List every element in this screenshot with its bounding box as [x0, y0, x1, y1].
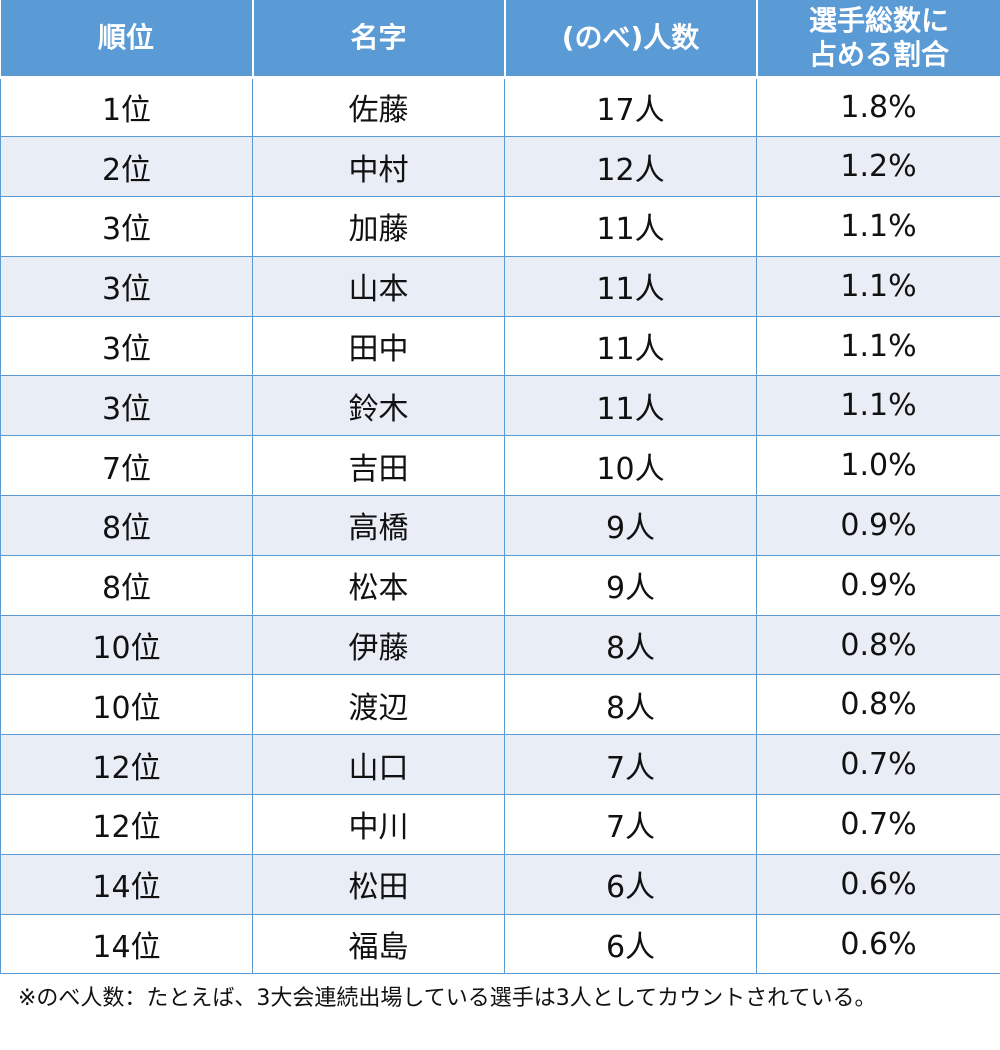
table-row: 2位 中村 12人 1.2% — [0, 136, 1000, 198]
surname-cell: 鈴木 — [252, 375, 505, 437]
share-cell: 1.2% — [756, 136, 1000, 198]
share-cell: 1.1% — [756, 255, 1000, 317]
rank-cell: 3位 — [0, 375, 253, 437]
rank-cell: 10位 — [0, 674, 253, 736]
share-cell: 0.8% — [756, 614, 1000, 676]
count-cell: 11人 — [504, 375, 757, 437]
share-cell: 1.8% — [756, 76, 1000, 138]
table-row: 10位 伊藤 8人 0.8% — [0, 614, 1000, 676]
table-row: 8位 高橋 9人 0.9% — [0, 495, 1000, 556]
table-row: 3位 田中 11人 1.1% — [0, 315, 1000, 377]
share-cell: 0.6% — [756, 913, 1000, 975]
table-row: 1位 佐藤 17人 1.8% — [0, 76, 1000, 138]
surname-cell: 中川 — [252, 794, 505, 855]
share-cell: 1.1% — [756, 375, 1000, 437]
count-cell: 12人 — [504, 136, 757, 198]
surname-cell: 吉田 — [252, 435, 505, 497]
table-row: 3位 加藤 11人 1.1% — [0, 196, 1000, 257]
surname-cell: 山本 — [252, 255, 505, 317]
share-cell: 0.7% — [756, 734, 1000, 796]
rank-cell: 8位 — [0, 554, 253, 616]
share-cell: 0.9% — [756, 495, 1000, 556]
header-surname: 名字 — [252, 0, 506, 79]
surname-cell: 佐藤 — [252, 76, 505, 138]
rank-cell: 3位 — [0, 255, 253, 317]
count-cell: 17人 — [504, 76, 757, 138]
header-share: 選手総数に 占める割合 — [756, 0, 1000, 79]
rank-cell: 12位 — [0, 734, 253, 796]
footnote: ※のべ人数：たとえば、3大会連続出場している選手は3人としてカウントされている。 — [18, 986, 877, 1011]
rank-cell: 3位 — [0, 196, 253, 257]
count-cell: 6人 — [504, 913, 757, 975]
rank-cell: 1位 — [0, 76, 253, 138]
count-cell: 11人 — [504, 196, 757, 257]
surname-cell: 山口 — [252, 734, 505, 796]
count-cell: 9人 — [504, 495, 757, 556]
rank-cell: 14位 — [0, 853, 253, 915]
count-cell: 11人 — [504, 315, 757, 377]
count-cell: 9人 — [504, 554, 757, 616]
rank-cell: 8位 — [0, 495, 253, 556]
rank-cell: 12位 — [0, 794, 253, 855]
count-cell: 11人 — [504, 255, 757, 317]
count-cell: 7人 — [504, 794, 757, 855]
share-cell: 0.8% — [756, 674, 1000, 736]
table-header: 順位 名字 (のべ)人数 選手総数に 占める割合 — [0, 0, 1000, 79]
share-cell: 0.7% — [756, 794, 1000, 855]
table-body: 1位 佐藤 17人 1.8% 2位 中村 12人 1.2% 3位 加藤 11人 … — [0, 76, 1000, 975]
count-cell: 10人 — [504, 435, 757, 497]
rank-cell: 7位 — [0, 435, 253, 497]
rank-cell: 3位 — [0, 315, 253, 377]
surname-ranking-table: 順位 名字 (のべ)人数 選手総数に 占める割合 1位 佐藤 17人 1.8% … — [0, 0, 1000, 975]
header-row: 順位 名字 (のべ)人数 選手総数に 占める割合 — [0, 0, 1000, 79]
header-count: (のべ)人数 — [504, 0, 758, 79]
surname-cell: 加藤 — [252, 196, 505, 257]
surname-cell: 福島 — [252, 913, 505, 975]
surname-cell: 高橋 — [252, 495, 505, 556]
share-cell: 1.1% — [756, 196, 1000, 257]
share-cell: 1.1% — [756, 315, 1000, 377]
surname-cell: 中村 — [252, 136, 505, 198]
count-cell: 7人 — [504, 734, 757, 796]
table-row: 14位 松田 6人 0.6% — [0, 853, 1000, 915]
count-cell: 6人 — [504, 853, 757, 915]
table-row: 14位 福島 6人 0.6% — [0, 913, 1000, 975]
surname-cell: 松本 — [252, 554, 505, 616]
count-cell: 8人 — [504, 674, 757, 736]
header-rank: 順位 — [0, 0, 254, 79]
table-row: 12位 山口 7人 0.7% — [0, 734, 1000, 796]
rank-cell: 2位 — [0, 136, 253, 198]
table-row: 7位 吉田 10人 1.0% — [0, 435, 1000, 497]
rank-cell: 14位 — [0, 913, 253, 975]
table-row: 12位 中川 7人 0.7% — [0, 794, 1000, 855]
table-row: 3位 鈴木 11人 1.1% — [0, 375, 1000, 437]
share-cell: 0.9% — [756, 554, 1000, 616]
share-cell: 1.0% — [756, 435, 1000, 497]
table-row: 8位 松本 9人 0.9% — [0, 554, 1000, 616]
surname-cell: 松田 — [252, 853, 505, 915]
header-share-line2: 占める割合 — [808, 37, 949, 71]
surname-cell: 田中 — [252, 315, 505, 377]
share-cell: 0.6% — [756, 853, 1000, 915]
surname-cell: 伊藤 — [252, 614, 505, 676]
surname-cell: 渡辺 — [252, 674, 505, 736]
table-row: 3位 山本 11人 1.1% — [0, 255, 1000, 317]
count-cell: 8人 — [504, 614, 757, 676]
rank-cell: 10位 — [0, 614, 253, 676]
table-row: 10位 渡辺 8人 0.8% — [0, 674, 1000, 736]
header-share-line1: 選手総数に — [808, 3, 949, 37]
